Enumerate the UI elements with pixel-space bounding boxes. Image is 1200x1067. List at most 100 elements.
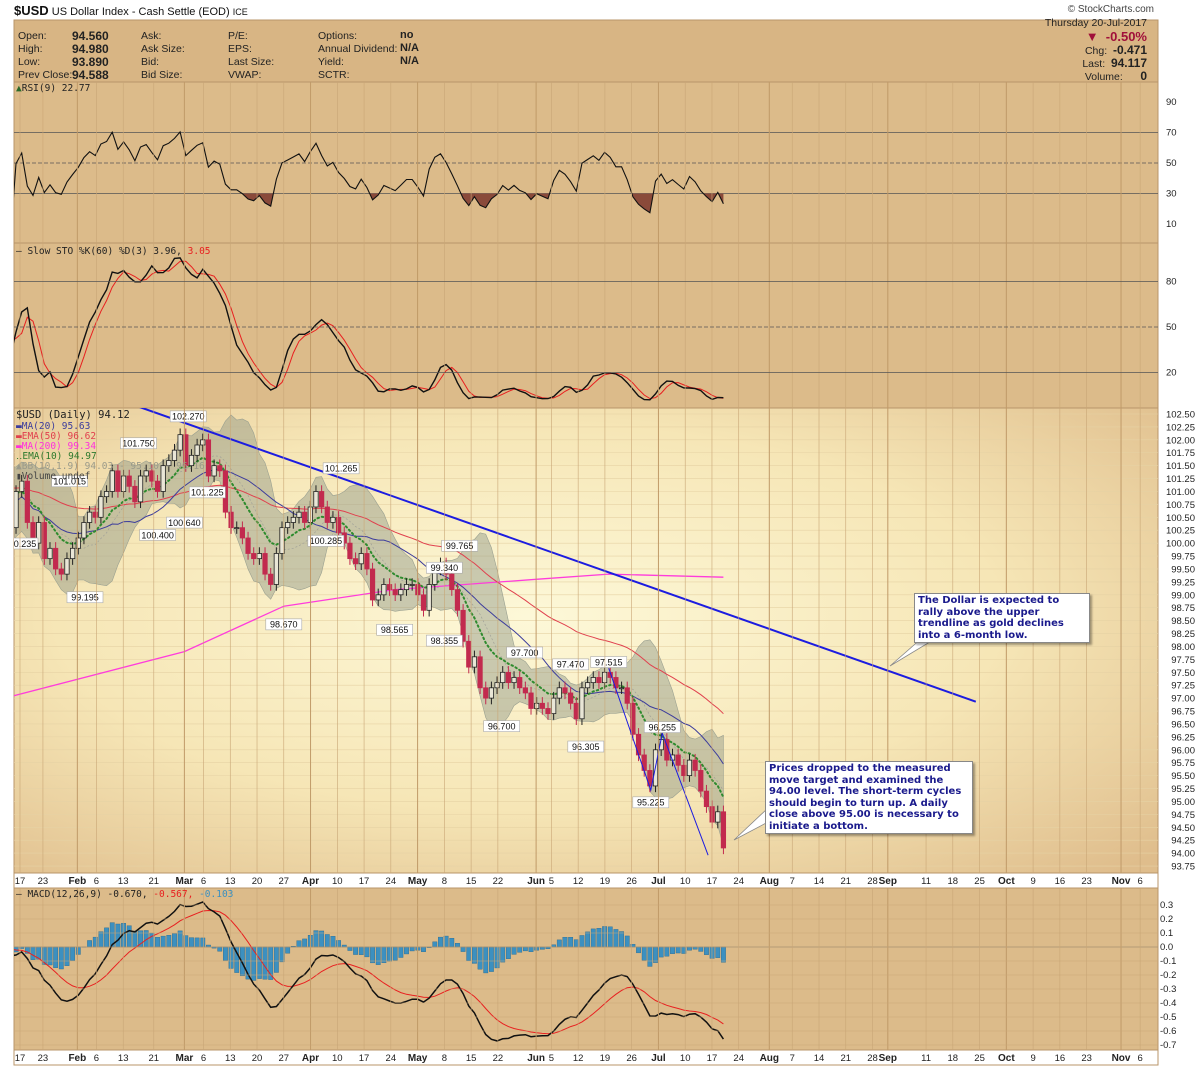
macd-histogram-bar: [534, 946, 540, 951]
x-tick-label: 10: [680, 1053, 691, 1064]
candle: [336, 516, 342, 534]
candle: [720, 811, 727, 849]
macd-histogram-bar: [455, 943, 460, 948]
x-tick-label: Nov: [1112, 876, 1131, 887]
macd-histogram-bar: [104, 927, 109, 948]
pivot-label-box: [506, 646, 543, 659]
macd-panel: [13, 887, 1159, 1051]
candle: [511, 677, 517, 684]
candle: [273, 553, 279, 585]
y-tick-label: 98.75: [1171, 603, 1195, 614]
x-tick-label: Oct: [998, 876, 1015, 887]
macd-histogram-bar: [585, 931, 591, 948]
y-tick-label: 102.25: [1166, 422, 1195, 433]
candle: [296, 511, 302, 518]
sto-d-value: 3.05: [187, 246, 211, 257]
macd-histogram-bar: [647, 946, 653, 967]
x-tick-label: 27: [278, 1053, 289, 1064]
macd-histogram-bar: [715, 946, 721, 958]
macd-histogram-bar: [630, 944, 636, 948]
quote-value: N/A: [400, 55, 419, 67]
x-tick-label: 24: [386, 1053, 397, 1064]
candle: [8, 486, 12, 527]
candle: [103, 491, 110, 498]
x-tick-label: 9: [1030, 876, 1035, 887]
x-tick-label: Mar: [175, 876, 193, 887]
macd-tick-label: -0.4: [1160, 998, 1176, 1009]
rsi-tick-label: 90: [1166, 97, 1177, 108]
pivot-label: 99.195: [71, 593, 99, 603]
macd-histogram-bar: [432, 941, 438, 948]
y-tick-label: 96.25: [1171, 732, 1195, 743]
x-tick-label: 14: [814, 1053, 825, 1064]
macd-histogram-bar: [177, 930, 183, 948]
candle: [47, 547, 53, 560]
quote-label: Bid Size:: [141, 69, 183, 81]
candle: [14, 491, 19, 529]
x-tick-label: Sep: [879, 876, 897, 887]
candle: [568, 692, 574, 704]
x-tick-label: 6: [201, 876, 206, 887]
macd-histogram-bar: [489, 946, 494, 972]
y-tick-label: 99.50: [1171, 564, 1195, 575]
pivot-label: 100.400: [141, 530, 174, 540]
macd-histogram-bar: [421, 946, 426, 952]
x-tick-label: 23: [1081, 876, 1092, 887]
y-tick-label: 99.00: [1171, 590, 1195, 601]
x-tick-label: 9: [1030, 1053, 1035, 1064]
rsi-legend[interactable]: ▲RSI(9) 22.77: [16, 83, 90, 94]
candle: [262, 553, 268, 575]
macd-tick-label: 0.3: [1160, 900, 1173, 911]
x-tick-label: 10: [332, 876, 343, 887]
sto-legend-text: Slow STO %K(60) %D(3) 3.96,: [27, 246, 182, 257]
macd-histogram-bar: [602, 926, 607, 948]
chg-value: -0.471: [1112, 43, 1147, 57]
bb-legend: ▲BB(10,1.9) 94.03 - 95.10 - 96.16: [16, 461, 205, 472]
candle: [505, 671, 511, 684]
x-tick-label: 28: [867, 1053, 878, 1064]
candle: [630, 702, 636, 735]
y-tick-label: 99.75: [1171, 552, 1195, 563]
macd-histogram-bar: [92, 936, 98, 948]
copyright[interactable]: © StockCharts.com: [1067, 4, 1154, 15]
macd-histogram-bar: [522, 946, 528, 952]
change-percent: ▼ -0.50%: [1086, 29, 1147, 44]
macd-legend[interactable]: — MACD(12,26,9) -0.670, -0.567, -0.103: [16, 889, 234, 900]
quote-label: VWAP:: [228, 69, 262, 81]
macd-histogram-bar: [579, 935, 585, 948]
y-tick-label: 94.50: [1171, 823, 1195, 834]
macd-histogram-bar: [483, 946, 489, 974]
rsi-tick-label: 30: [1166, 189, 1177, 200]
candle: [3, 486, 7, 487]
ema50-legend: ▬EMA(50) 96.62: [16, 431, 97, 442]
candle: [41, 522, 47, 560]
quote-label: Prev Close:: [18, 69, 73, 81]
x-tick-label: Oct: [998, 1053, 1015, 1064]
pivot-label-box: [376, 623, 413, 636]
macd-histogram-bar: [511, 946, 517, 955]
x-tick-label: 23: [38, 876, 49, 887]
macd-tick-label: -0.2: [1160, 970, 1176, 981]
macd-histogram-bar: [115, 923, 121, 948]
candle: [466, 640, 472, 668]
candle: [109, 470, 115, 492]
x-tick-label: Mar: [175, 1053, 193, 1064]
macd-histogram-bar: [658, 946, 664, 958]
macd-histogram-bar: [223, 946, 228, 961]
y-tick-label: 95.00: [1171, 797, 1195, 808]
candle: [149, 470, 155, 482]
macd-histogram-bar: [370, 946, 375, 964]
candle: [302, 511, 308, 523]
macd-histogram-bar: [568, 937, 574, 948]
candle: [522, 687, 528, 694]
x-tick-label: 21: [840, 876, 851, 887]
x-tick-label: 24: [733, 876, 744, 887]
macd-histogram-bar: [160, 935, 166, 948]
x-tick-label: 14: [814, 876, 825, 887]
y-tick-label: 98.00: [1171, 642, 1195, 653]
pivot-label: 96.255: [648, 722, 676, 732]
candle: [239, 527, 245, 539]
candle: [585, 682, 591, 689]
candle: [70, 547, 76, 560]
sto-legend[interactable]: — Slow STO %K(60) %D(3) 3.96, 3.05: [16, 246, 211, 257]
